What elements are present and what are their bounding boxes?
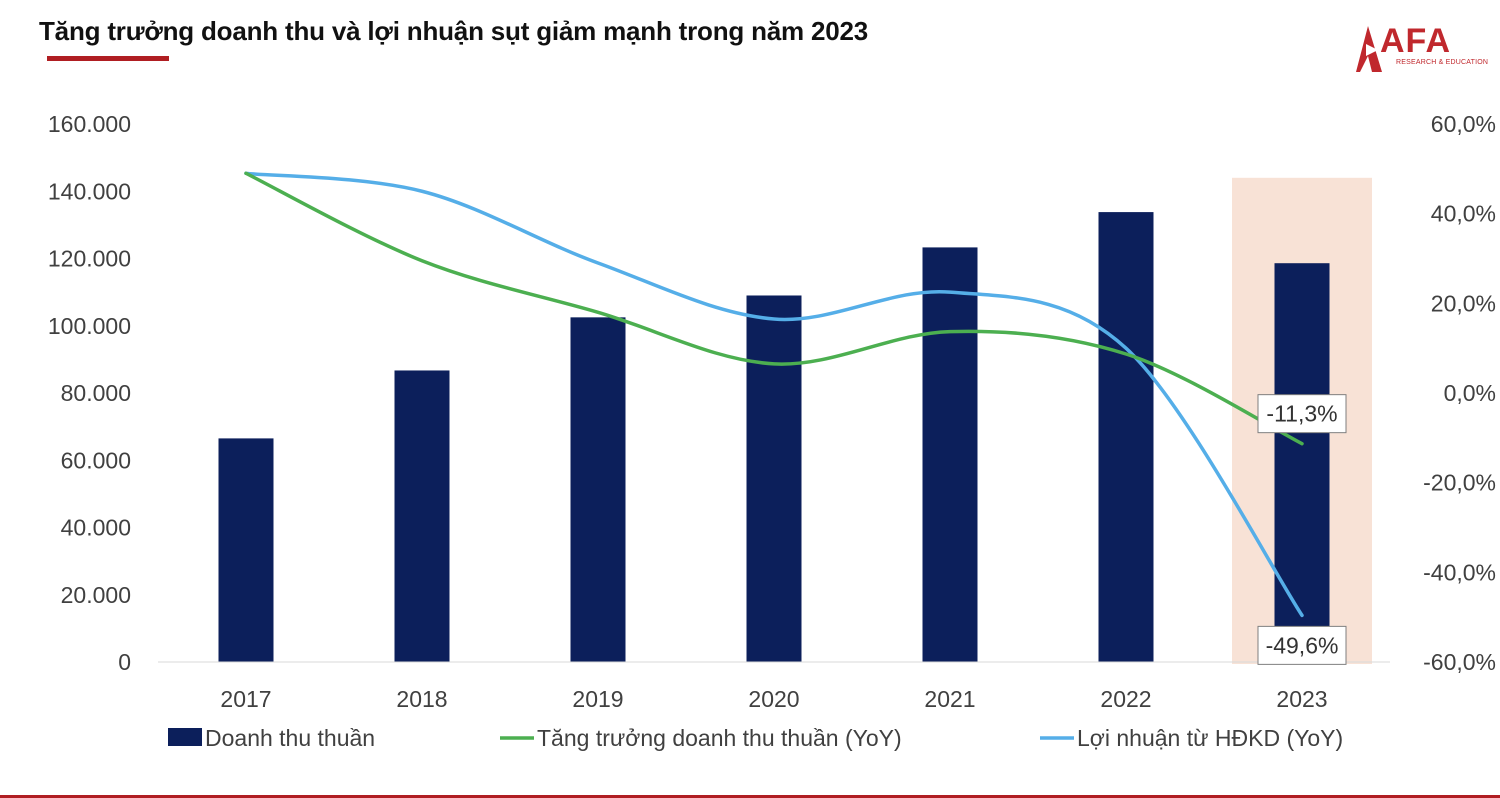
- chart-title: Tăng trưởng doanh thu và lợi nhuận sụt g…: [39, 16, 869, 46]
- logo-text: AFA: [1380, 22, 1451, 60]
- legend-label: Lợi nhuận từ HĐKD (YoY): [1077, 725, 1343, 751]
- left-tick-label: 100.000: [48, 313, 131, 339]
- left-tick-label: 140.000: [48, 178, 131, 204]
- data-label: -11,3%: [1266, 401, 1337, 427]
- right-tick-label: -20,0%: [1423, 470, 1496, 496]
- data-label-box: [1257, 394, 1347, 434]
- right-tick-label: -60,0%: [1423, 649, 1496, 675]
- bar-2020: [746, 295, 802, 662]
- left-tick-label: 80.000: [61, 380, 131, 406]
- x-tick-label-2018: 2018: [396, 686, 447, 712]
- logo-subtitle: RESEARCH & EDUCATION: [1396, 59, 1489, 66]
- right-tick-label: 20,0%: [1431, 290, 1496, 316]
- title-underline: [47, 56, 169, 61]
- bar-2018: [394, 370, 450, 662]
- right-tick-label: 0,0%: [1444, 380, 1496, 406]
- legend-label: Tăng trưởng doanh thu thuần (YoY): [537, 725, 902, 751]
- bar-2017: [218, 438, 274, 662]
- x-tick-label-2022: 2022: [1100, 686, 1151, 712]
- bar-2023: [1274, 263, 1330, 662]
- bar-2019: [570, 317, 626, 662]
- right-tick-label: 40,0%: [1431, 201, 1496, 227]
- line-revenue-growth: [244, 171, 1304, 446]
- bar-2021: [922, 247, 978, 662]
- logo-mark-icon: [1356, 26, 1382, 72]
- left-tick-label: 160.000: [48, 111, 131, 137]
- x-tick-label-2020: 2020: [748, 686, 799, 712]
- right-tick-label: 60,0%: [1431, 111, 1496, 137]
- legend-swatch-bar: [168, 728, 202, 746]
- left-tick-label: 60.000: [61, 447, 131, 473]
- legend-label: Doanh thu thuần: [205, 725, 375, 751]
- bottom-rule: [0, 795, 1500, 798]
- x-tick-label-2017: 2017: [220, 686, 271, 712]
- afa-logo: AFA RESEARCH & EDUCATION: [1356, 22, 1488, 74]
- right-tick-label: -40,0%: [1423, 559, 1496, 585]
- x-tick-label-2019: 2019: [572, 686, 623, 712]
- left-tick-label: 40.000: [61, 515, 131, 541]
- bar-2022: [1098, 212, 1154, 662]
- line-profit-growth: [244, 171, 1304, 618]
- left-tick-label: 120.000: [48, 246, 131, 272]
- x-tick-label-2023: 2023: [1276, 686, 1327, 712]
- data-label: -49,6%: [1266, 632, 1339, 658]
- data-label-box: [1257, 625, 1347, 665]
- left-tick-label: 0: [118, 649, 131, 675]
- x-tick-label-2021: 2021: [924, 686, 975, 712]
- left-tick-label: 20.000: [61, 582, 131, 608]
